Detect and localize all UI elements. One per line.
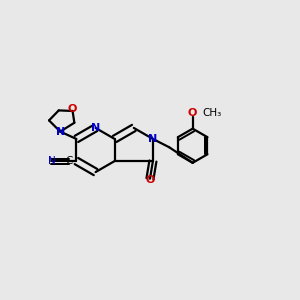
- Text: O: O: [188, 108, 197, 118]
- Text: C: C: [65, 156, 73, 166]
- Text: O: O: [145, 175, 155, 185]
- Text: N: N: [91, 123, 100, 133]
- Text: CH₃: CH₃: [202, 108, 221, 118]
- Text: N: N: [148, 134, 158, 144]
- Text: O: O: [68, 104, 77, 114]
- Text: N: N: [47, 156, 55, 166]
- Text: N: N: [56, 127, 65, 136]
